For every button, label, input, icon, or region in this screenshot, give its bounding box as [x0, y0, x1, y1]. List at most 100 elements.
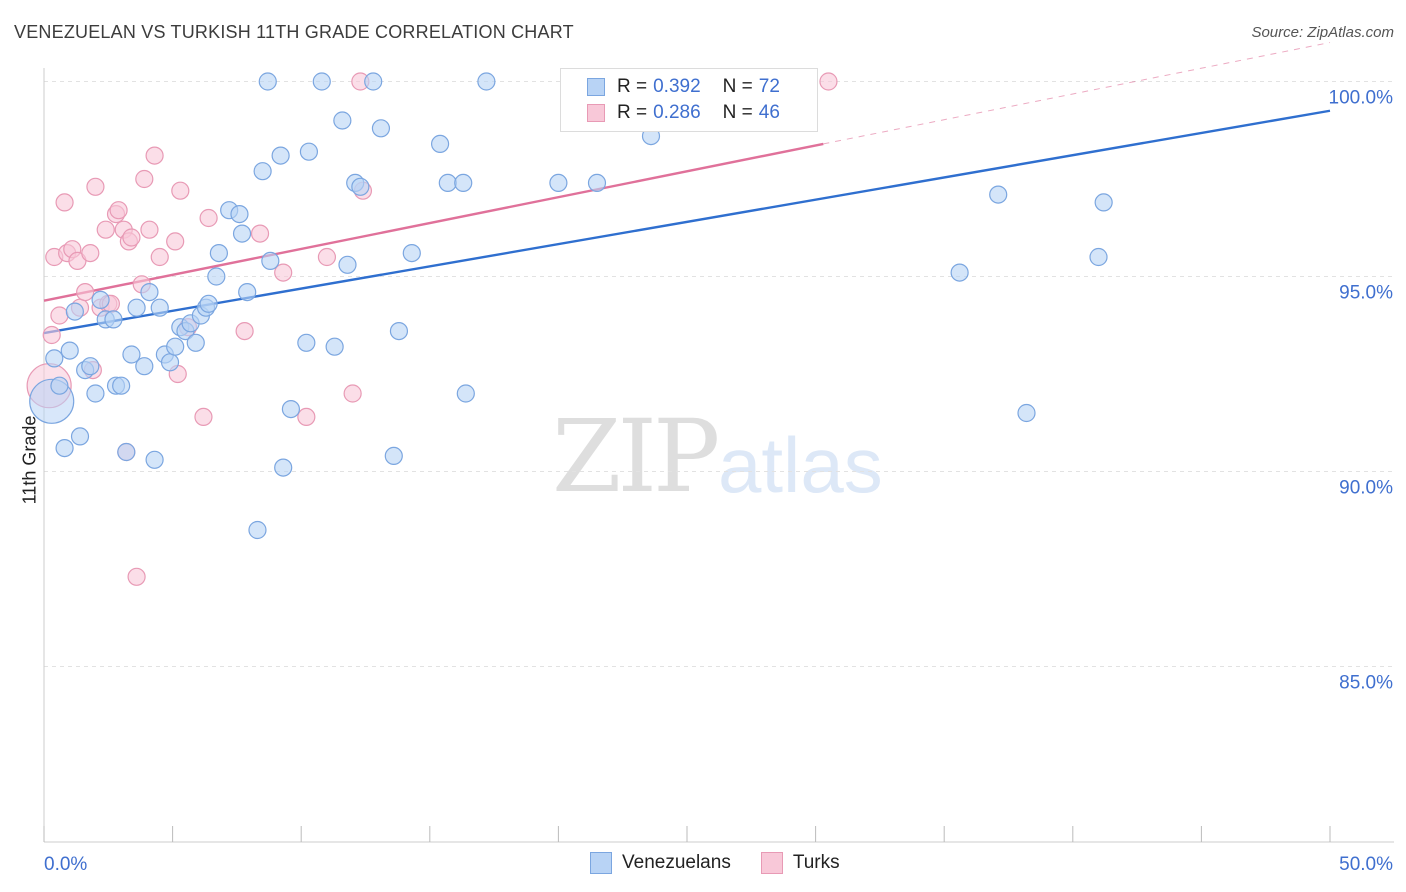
legend-item-turks[interactable]: Turks — [760, 852, 840, 874]
data-point-turks — [150, 247, 169, 267]
data-point-venezuelans — [70, 427, 90, 446]
data-point-venezuelans — [232, 224, 252, 243]
data-point-turks — [50, 306, 69, 325]
data-point-venezuelans — [364, 72, 383, 91]
data-point-venezuelans — [456, 384, 475, 403]
data-point-turks — [86, 177, 105, 196]
legend-n-label: N = — [722, 76, 753, 97]
data-point-turks — [76, 283, 95, 302]
data-point-turks — [55, 193, 74, 212]
axis-layer — [43, 68, 1394, 843]
data-point-venezuelans — [60, 341, 79, 360]
chart-title: VENEZUELAN VS TURKISH 11TH GRADE CORRELA… — [14, 22, 574, 42]
data-point-venezuelans — [1094, 193, 1113, 212]
data-point-turks — [145, 146, 164, 165]
correlation-legend: R = 0.392 N = 72 R = 0.286 N = 46 — [560, 68, 818, 132]
legend-item-venezuelans[interactable]: Venezuelans — [590, 852, 731, 874]
data-point-turks — [297, 407, 316, 426]
data-point-venezuelans — [209, 244, 228, 263]
data-point-venezuelans — [950, 263, 969, 282]
data-point-venezuelans — [112, 376, 131, 395]
data-point-venezuelans — [325, 337, 344, 356]
y-tick-label: 100.0% — [1329, 88, 1394, 109]
data-point-turks — [274, 263, 293, 282]
data-point-venezuelans — [261, 251, 280, 270]
legend-row-turks: R = 0.286 N = 46 — [587, 101, 780, 125]
data-point-venezuelans — [297, 333, 316, 352]
data-point-venezuelans — [438, 173, 457, 192]
legend-swatch-pink — [587, 104, 605, 122]
points-layer — [26, 72, 1113, 586]
data-point-turks — [199, 208, 218, 228]
data-point-venezuelans — [253, 162, 272, 181]
data-point-turks — [317, 247, 337, 267]
data-point-turks — [166, 232, 185, 251]
series-legend: Venezuelans Turks — [590, 852, 870, 874]
data-point-turks — [250, 224, 270, 243]
legend-r-value: 0.286 — [653, 102, 701, 123]
data-point-turks — [42, 325, 61, 345]
data-point-venezuelans — [166, 337, 185, 356]
data-point-turks — [140, 220, 159, 239]
data-point-venezuelans — [989, 185, 1008, 204]
data-point-turks — [194, 407, 213, 426]
chart-source: Source: ZipAtlas.com — [1251, 24, 1394, 41]
trend-line-turks — [43, 142, 824, 302]
data-point-turks — [81, 244, 100, 263]
data-point-venezuelans — [248, 520, 267, 540]
data-point-venezuelans — [91, 290, 110, 309]
trend-layer — [43, 42, 1331, 335]
data-point-venezuelans — [384, 446, 403, 465]
legend-label-venezuelans: Venezuelans — [622, 852, 731, 873]
data-point-venezuelans — [338, 255, 357, 274]
data-point-turks — [135, 169, 154, 189]
legend-swatch-turks — [760, 852, 783, 874]
data-point-venezuelans — [186, 333, 205, 352]
data-point-venezuelans — [140, 283, 159, 302]
legend-row-venezuelans: R = 0.392 N = 72 — [587, 75, 780, 99]
data-point-turks — [122, 228, 141, 247]
data-point-venezuelans — [549, 173, 568, 192]
legend-swatch-venezuelans — [590, 852, 612, 874]
data-point-venezuelans — [45, 349, 64, 368]
data-point-venezuelans — [281, 400, 301, 419]
data-point-venezuelans — [238, 283, 257, 302]
data-point-turks — [127, 567, 146, 586]
data-point-venezuelans — [477, 72, 496, 91]
data-point-venezuelans — [587, 173, 607, 192]
y-tick-label: 95.0% — [1339, 283, 1393, 304]
x-tick-label: 0.0% — [44, 854, 87, 875]
data-point-venezuelans — [55, 439, 74, 458]
data-point-turks — [819, 72, 838, 91]
data-point-venezuelans — [1089, 247, 1108, 267]
y-tick-label: 90.0% — [1339, 478, 1393, 499]
legend-r-label: R = — [617, 102, 648, 123]
data-point-venezuelans — [402, 244, 421, 263]
data-point-venezuelans — [65, 302, 84, 321]
data-point-venezuelans — [230, 205, 249, 224]
data-point-venezuelans — [333, 111, 352, 130]
data-point-venezuelans — [274, 458, 293, 477]
data-point-venezuelans — [160, 353, 180, 372]
y-tick-label: 85.0% — [1339, 673, 1393, 694]
data-point-venezuelans — [258, 72, 277, 91]
data-point-venezuelans — [50, 376, 69, 395]
legend-r-label: R = — [617, 76, 648, 97]
data-point-venezuelans — [86, 384, 105, 403]
data-point-venezuelans — [199, 294, 218, 313]
data-point-venezuelans — [122, 345, 141, 364]
data-point-venezuelans — [351, 177, 370, 196]
data-point-venezuelans — [299, 142, 319, 161]
data-point-venezuelans — [117, 442, 136, 462]
data-point-turks — [235, 322, 254, 341]
data-point-venezuelans — [207, 267, 226, 286]
data-point-venezuelans — [127, 298, 146, 317]
data-point-turks — [343, 384, 362, 403]
data-point-venezuelans — [271, 146, 290, 165]
data-point-venezuelans — [371, 119, 391, 138]
watermark-zip: ZIP — [552, 398, 720, 515]
legend-n-value: 46 — [758, 102, 780, 123]
data-point-venezuelans — [145, 450, 164, 469]
data-point-venezuelans — [430, 134, 450, 153]
